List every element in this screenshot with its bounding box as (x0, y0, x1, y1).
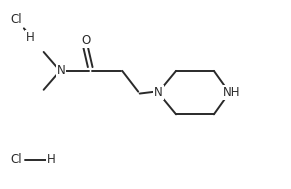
Text: N: N (154, 86, 163, 99)
Text: NH: NH (223, 86, 240, 99)
Text: O: O (81, 34, 91, 47)
Text: Cl: Cl (10, 13, 22, 26)
Text: N: N (57, 64, 65, 77)
Text: Cl: Cl (10, 153, 22, 166)
Text: H: H (26, 31, 35, 44)
Text: H: H (47, 153, 55, 166)
